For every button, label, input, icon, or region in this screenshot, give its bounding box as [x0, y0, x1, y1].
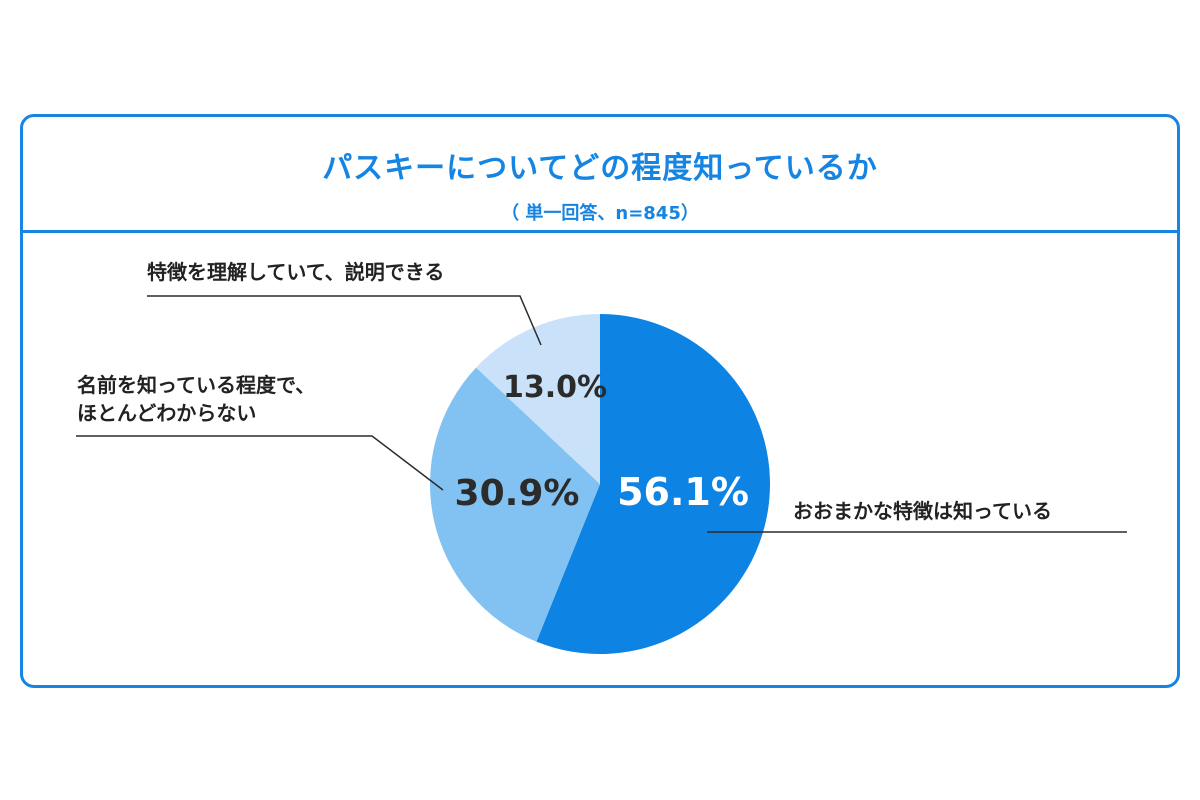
chart-title: パスキーについてどの程度知っているか	[322, 151, 878, 186]
label-name-only-line2: ほとんどわからない	[77, 401, 256, 425]
leader-line-understand	[147, 295, 542, 346]
pct-label-rough-features: 56.1%	[617, 470, 749, 514]
chart-subtitle: （ 単一回答、n=845）	[501, 203, 699, 224]
pie-slice-rough-features	[536, 314, 770, 654]
pct-label-understand: 13.0%	[503, 370, 607, 405]
pie-slice-understand	[476, 314, 600, 484]
pie-slice-name-only	[430, 367, 600, 642]
label-rough-features: おおまかな特徴は知っている	[793, 499, 1052, 523]
pie-slices	[430, 314, 770, 654]
pct-label-name-only: 30.9%	[455, 473, 580, 514]
leader-line-name-only	[76, 435, 444, 491]
label-name-only-line1: 名前を知っている程度で、	[77, 373, 315, 397]
title-area: パスキーについてどの程度知っているか （ 単一回答、n=845）	[23, 117, 1177, 233]
label-understand: 特徴を理解していて、説明できる	[147, 260, 444, 284]
